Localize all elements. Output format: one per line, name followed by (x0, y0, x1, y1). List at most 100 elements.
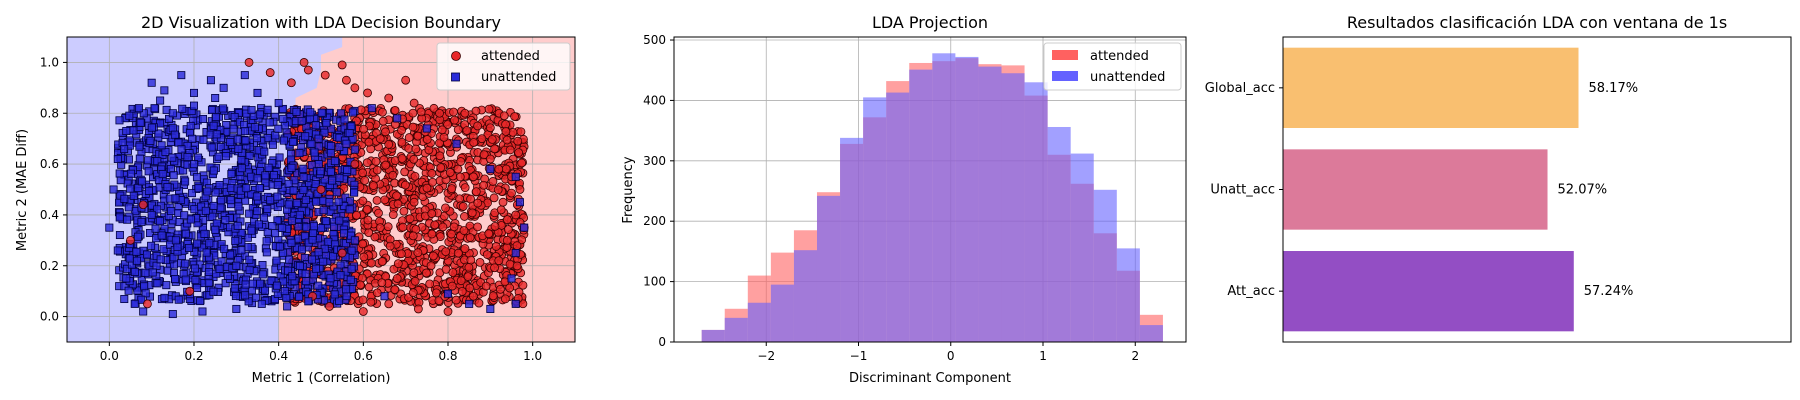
data-point-attended (485, 154, 495, 164)
data-point-unattended (211, 94, 220, 103)
data-point-attended (501, 164, 511, 174)
data-point-unattended (326, 141, 335, 150)
data-point-unattended (157, 141, 166, 150)
data-point-attended (337, 60, 347, 70)
data-point-attended (380, 195, 390, 205)
data-point-unattended (209, 201, 218, 210)
axes: −2 −1 0 1 2 0 100 200 300 400 500 (643, 33, 1187, 363)
data-point-unattended (294, 234, 303, 243)
data-point-attended (143, 299, 152, 309)
histogram-bar-unattended (793, 250, 817, 342)
data-point-unattended (221, 152, 230, 161)
data-point-unattended (511, 249, 520, 258)
data-point-attended (445, 168, 455, 177)
data-point-attended (490, 221, 500, 231)
data-point-unattended (234, 144, 243, 153)
data-point-unattended (198, 307, 207, 316)
data-point-unattended (261, 171, 270, 180)
data-point-attended (490, 144, 499, 154)
data-point-unattended (253, 174, 262, 183)
data-point-attended (377, 257, 387, 266)
data-point-unattended (155, 217, 164, 226)
plot-frame (1282, 36, 1792, 343)
data-point-attended (481, 281, 491, 291)
data-point-attended (393, 259, 403, 269)
data-point-unattended (147, 241, 156, 250)
data-point-unattended (203, 187, 212, 196)
data-point-attended (515, 185, 525, 194)
data-point-unattended (311, 121, 320, 130)
legend-marker-attended (451, 51, 461, 61)
data-point-unattended (289, 137, 298, 146)
data-point-attended (468, 172, 478, 182)
data-point-attended (359, 252, 369, 262)
data-point-attended (441, 247, 451, 256)
data-point-unattended (240, 71, 249, 80)
data-point-unattended (273, 192, 282, 201)
data-point-unattended (132, 247, 141, 256)
data-point-attended (364, 137, 374, 147)
data-point-unattended (332, 188, 341, 197)
data-point-unattended (297, 245, 306, 254)
y-axis-label: Metric 2 (MAE Diff) (15, 129, 30, 251)
data-point-attended (435, 108, 444, 118)
y-tick-label: 300 (643, 154, 666, 168)
data-point-unattended (309, 222, 318, 231)
data-point-unattended (202, 248, 211, 257)
scatter-points (105, 58, 529, 319)
data-point-unattended (367, 104, 376, 113)
data-point-unattended (126, 169, 135, 178)
x-tick-label: 0.0 (100, 349, 119, 363)
data-point-unattended (301, 132, 310, 141)
data-point-unattended (343, 166, 352, 175)
y-tick-label: 0.8 (40, 106, 59, 120)
data-point-unattended (151, 224, 160, 233)
data-point-unattended (289, 186, 298, 195)
data-point-unattended (191, 264, 200, 273)
histogram-bar-unattended (701, 329, 725, 342)
data-point-unattended (326, 167, 335, 176)
data-point-attended (138, 200, 148, 210)
legend-label-attended: attended (1090, 49, 1149, 64)
data-point-attended (460, 108, 470, 118)
data-point-unattended (237, 155, 246, 164)
data-point-unattended (330, 222, 339, 231)
data-point-attended (488, 291, 498, 301)
data-point-attended (364, 228, 374, 238)
data-point-attended (397, 154, 407, 163)
data-point-unattended (189, 101, 198, 110)
data-point-unattended (288, 272, 297, 281)
bar-att-acc (1283, 251, 1574, 332)
data-point-attended (299, 58, 309, 67)
data-point-unattended (129, 191, 138, 200)
data-point-unattended (115, 231, 124, 240)
data-point-unattended (134, 104, 143, 113)
data-point-unattended (129, 126, 138, 135)
data-point-unattended (193, 283, 202, 292)
data-point-unattended (452, 139, 461, 148)
data-point-attended (409, 98, 419, 108)
data-point-attended (431, 288, 441, 298)
data-point-unattended (207, 106, 216, 115)
data-point-attended (372, 165, 382, 175)
data-point-attended (286, 78, 296, 88)
data-point-unattended (126, 184, 135, 193)
data-point-unattended (219, 104, 228, 113)
histogram-bar-unattended (1024, 82, 1048, 342)
data-point-attended (401, 75, 411, 85)
data-point-unattended (241, 291, 250, 300)
data-point-unattended (295, 210, 304, 219)
y-tick-label: 200 (643, 214, 666, 228)
data-point-unattended (222, 120, 231, 129)
data-point-unattended (345, 197, 354, 206)
data-point-unattended (321, 217, 330, 226)
data-point-attended (505, 145, 515, 155)
data-point-unattended (230, 284, 239, 293)
data-point-attended (468, 291, 478, 301)
data-point-attended (369, 181, 378, 190)
histogram-bar-unattended (886, 92, 910, 342)
data-point-attended (381, 127, 390, 137)
data-point-attended (512, 241, 522, 251)
y-tick-label: 400 (643, 93, 666, 107)
data-point-unattended (130, 299, 139, 308)
